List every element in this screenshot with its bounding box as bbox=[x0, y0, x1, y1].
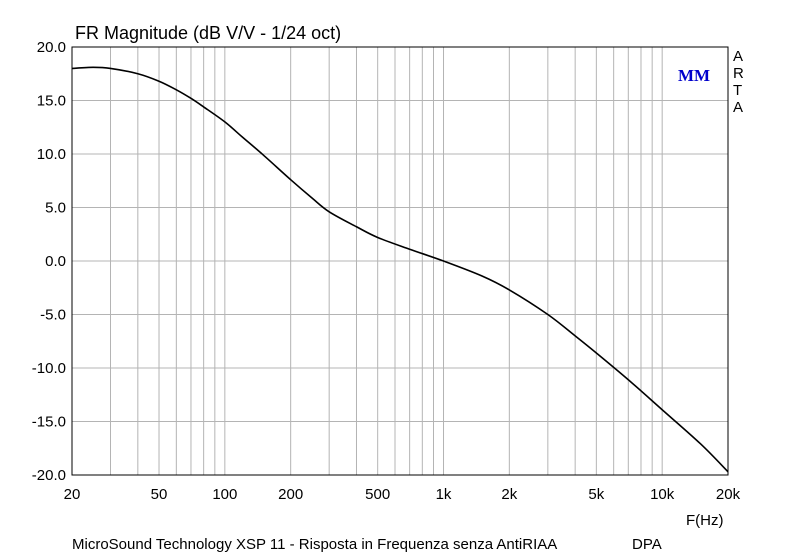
chart-title: FR Magnitude (dB V/V - 1/24 oct) bbox=[75, 23, 341, 43]
grid-lines bbox=[72, 47, 728, 475]
x-tick-label: 2k bbox=[501, 486, 517, 503]
x-tick-label: 50 bbox=[151, 486, 168, 503]
y-axis-tick-labels: -20.0 -15.0 -10.0 -5.0 0.0 5.0 10.0 15.0 20.0 bbox=[32, 39, 66, 484]
y-tick-label: 5.0 bbox=[45, 200, 66, 217]
plot-frame bbox=[71, 46, 729, 476]
x-tick-label: 200 bbox=[278, 486, 303, 503]
arta-letter: A bbox=[733, 48, 743, 65]
y-tick-label: -5.0 bbox=[40, 307, 66, 324]
caption-tag: DPA bbox=[632, 536, 662, 553]
y-tick-label: -10.0 bbox=[32, 360, 66, 377]
x-tick-label: 10k bbox=[650, 486, 675, 503]
arta-letter: A bbox=[733, 99, 743, 116]
y-tick-label: 10.0 bbox=[37, 146, 66, 163]
x-axis-tick-labels: 20 50 100 200 500 1k 2k 5k 10k 20k bbox=[64, 486, 741, 503]
arta-letter: T bbox=[733, 82, 742, 99]
x-tick-label: 20 bbox=[64, 486, 81, 503]
y-tick-label: 0.0 bbox=[45, 253, 66, 270]
y-tick-label: -15.0 bbox=[32, 414, 66, 431]
frequency-response-line bbox=[71, 66, 729, 473]
x-tick-label: 1k bbox=[436, 486, 452, 503]
x-tick-label: 5k bbox=[588, 486, 604, 503]
x-tick-label: 20k bbox=[716, 486, 741, 503]
arta-letter: R bbox=[733, 65, 744, 82]
mm-badge: MM bbox=[678, 66, 710, 85]
y-tick-label: -20.0 bbox=[32, 467, 66, 484]
arta-label: A R T A bbox=[733, 48, 744, 116]
x-tick-label: 500 bbox=[365, 486, 390, 503]
x-axis-unit-label: F(Hz) bbox=[686, 512, 724, 529]
y-tick-label: 20.0 bbox=[37, 39, 66, 56]
caption: MicroSound Technology XSP 11 - Risposta … bbox=[72, 536, 557, 553]
y-tick-label: 15.0 bbox=[37, 93, 66, 110]
x-tick-label: 100 bbox=[212, 486, 237, 503]
